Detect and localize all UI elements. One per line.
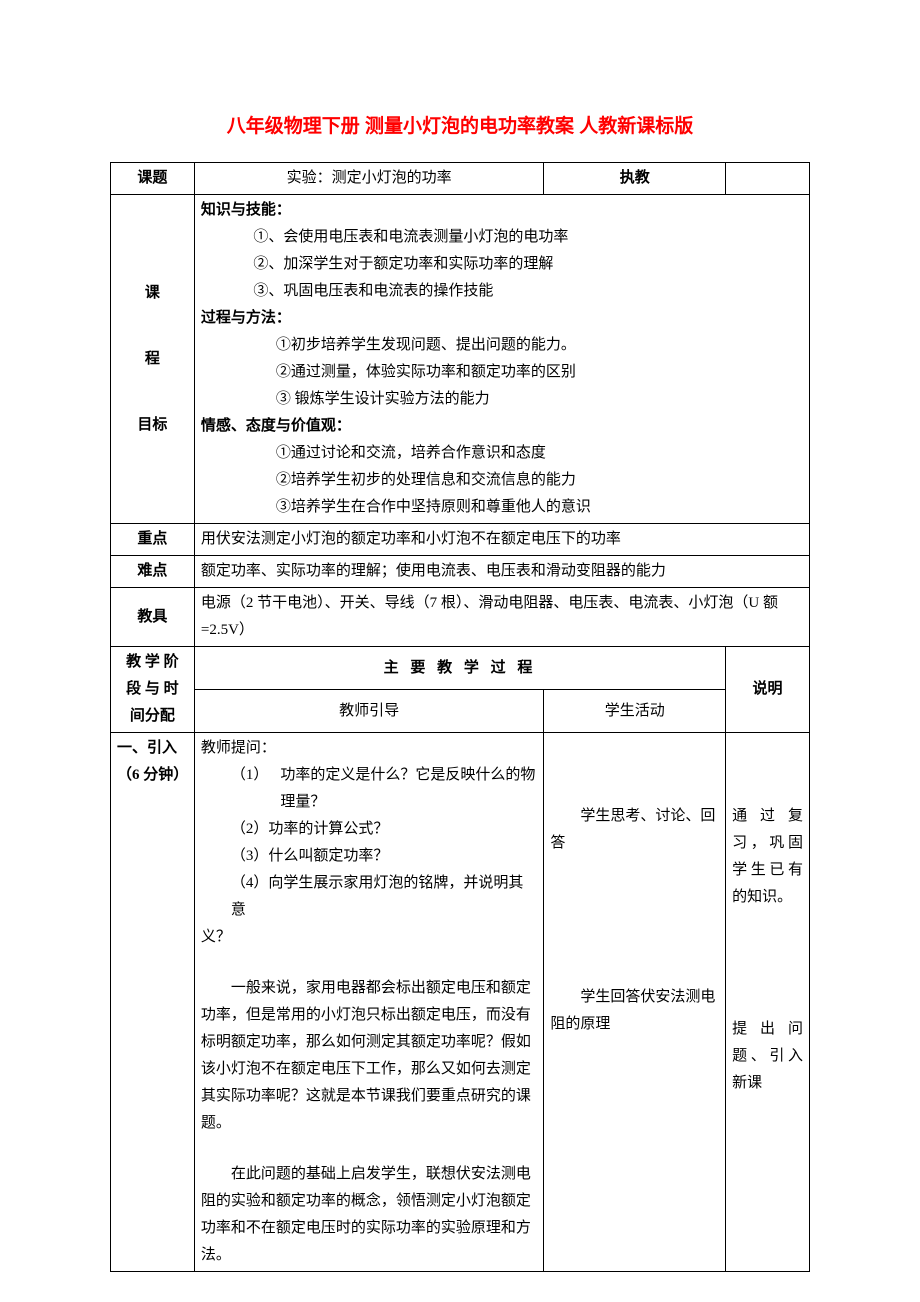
question-item: （4）向学生展示家用灯泡的铭牌，并说明其意义？	[201, 870, 538, 951]
table-row: 一、引入（6 分钟） 教师提问： （1） 功率的定义是什么？它是反映什么的物理量…	[111, 733, 810, 1272]
cell-teacher-value	[726, 163, 810, 195]
q1-number: （1）	[201, 762, 281, 816]
table-row: 教具 电源（2 节干电池）、开关、导线（7 根）、滑动电阻器、电压表、电流表、小…	[111, 588, 810, 647]
table-row: 重点 用伏安法测定小灯泡的额定功率和小灯泡不在额定电压下的功率	[111, 524, 810, 556]
cell-stage-header: 教 学 阶 段 与 时 间分配	[111, 647, 195, 733]
question-item: （3）什么叫额定功率？	[201, 843, 538, 870]
table-row: 难点 额定功率、实际功率的理解；使用电流表、电压表和滑动变阻器的能力	[111, 556, 810, 588]
student-activity-item: 学生回答伏安法测电阻的原理	[550, 984, 719, 1038]
heading-knowledge: 知识与技能：	[201, 197, 803, 224]
teacher-question-heading: 教师提问：	[201, 735, 538, 762]
document-title: 八年级物理下册 测量小灯泡的电功率教案 人教新课标版	[110, 110, 810, 144]
cell-goal-label: 课程目标	[111, 195, 195, 524]
cell-teacher-content: 教师提问： （1） 功率的定义是什么？它是反映什么的物理量？ （2）功率的计算公…	[194, 733, 544, 1272]
cell-lesson-label: 课题	[111, 163, 195, 195]
heading-emotion: 情感、态度与价值观：	[201, 413, 803, 440]
document-page: 八年级物理下册 测量小灯泡的电功率教案 人教新课标版 课题 实验：测定小灯泡的功…	[0, 0, 920, 1302]
student-activity-item: 学生思考、讨论、回答	[550, 803, 719, 857]
goal-item: ③培养学生在合作中坚持原则和尊重他人的意识	[201, 494, 803, 521]
teacher-paragraph: 在此问题的基础上启发学生，联想伏安法测电阻的实验和额定功率的概念，领悟测定小灯泡…	[201, 1161, 538, 1269]
goal-item: ②通过测量，体验实际功率和额定功率的区别	[201, 359, 803, 386]
cell-teacher-guide-header: 教师引导	[194, 690, 544, 733]
cell-student-content: 学生思考、讨论、回答 学生回答伏安法测电阻的原理	[544, 733, 726, 1272]
table-row: 课题 实验：测定小灯泡的功率 执教	[111, 163, 810, 195]
cell-difficulty-label: 难点	[111, 556, 195, 588]
cell-difficulty-value: 额定功率、实际功率的理解；使用电流表、电压表和滑动变阻器的能力	[194, 556, 809, 588]
goal-item: ②培养学生初步的处理信息和交流信息的能力	[201, 467, 803, 494]
cell-goal-content: 知识与技能： ①、会使用电压表和电流表测量小灯泡的电功率 ②、加深学生对于额定功…	[194, 195, 809, 524]
cell-explain-header: 说明	[726, 647, 810, 733]
teacher-paragraph: 一般来说，家用电器都会标出额定电压和额定功率，但是常用的小灯泡只标出额定电压，而…	[201, 975, 538, 1137]
goal-item: ①通过讨论和交流，培养合作意识和态度	[201, 440, 803, 467]
table-row: 课程目标 知识与技能： ①、会使用电压表和电流表测量小灯泡的电功率 ②、加深学生…	[111, 195, 810, 524]
note-item: 通过复习，巩固学生已有的知识。	[732, 803, 803, 911]
cell-stage-intro: 一、引入（6 分钟）	[111, 733, 195, 1272]
goal-item: ①初步培养学生发现问题、提出问题的能力。	[201, 332, 803, 359]
cell-tools-value: 电源（2 节干电池）、开关、导线（7 根）、滑动电阻器、电压表、电流表、小灯泡（…	[194, 588, 809, 647]
question-item: （2）功率的计算公式？	[201, 816, 538, 843]
cell-tools-label: 教具	[111, 588, 195, 647]
heading-process: 过程与方法：	[201, 305, 803, 332]
note-item: 提出问题、引入新课	[732, 1016, 803, 1097]
cell-teacher-label: 执教	[544, 163, 726, 195]
goal-item: ②、加深学生对于额定功率和实际功率的理解	[201, 251, 803, 278]
cell-keypoint-value: 用伏安法测定小灯泡的额定功率和小灯泡不在额定电压下的功率	[194, 524, 809, 556]
goal-item: ③、巩固电压表和电流表的操作技能	[201, 278, 803, 305]
q1-text: 功率的定义是什么？它是反映什么的物理量？	[280, 762, 537, 816]
goal-item: ③ 锻炼学生设计实验方法的能力	[201, 386, 803, 413]
cell-student-activity-header: 学生活动	[544, 690, 726, 733]
cell-process-header: 主 要 教 学 过 程	[194, 647, 725, 690]
cell-lesson-value: 实验：测定小灯泡的功率	[194, 163, 544, 195]
cell-keypoint-label: 重点	[111, 524, 195, 556]
goal-item: ①、会使用电压表和电流表测量小灯泡的电功率	[201, 224, 803, 251]
lesson-plan-table: 课题 实验：测定小灯泡的功率 执教 课程目标 知识与技能： ①、会使用电压表和电…	[110, 162, 810, 1272]
table-row: 教 学 阶 段 与 时 间分配 主 要 教 学 过 程 说明	[111, 647, 810, 690]
cell-notes-content: 通过复习，巩固学生已有的知识。 提出问题、引入新课	[726, 733, 810, 1272]
table-row: 教师引导 学生活动	[111, 690, 810, 733]
